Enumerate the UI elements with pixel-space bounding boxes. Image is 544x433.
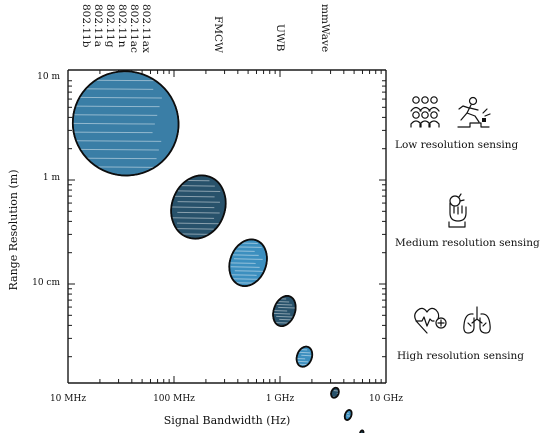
tech-label-80211ac: 802.11ac <box>128 4 140 53</box>
technology-labels: 802.11b 802.11a 802.11g 802.11n 802.11ac… <box>80 4 331 53</box>
region-ellipse-outline <box>272 295 297 327</box>
tech-label-80211g: 802.11g <box>104 4 116 48</box>
high-resolution-group: High resolution sensing <box>397 306 524 362</box>
y-tick-labels: 10 m 1 m 10 cm <box>32 72 60 288</box>
region-ellipse-6 <box>329 386 341 399</box>
y-axis-title: Range Resolution (m) <box>7 169 20 290</box>
region-ellipse-outline <box>228 238 268 287</box>
x-tick-label-10mhz: 10 MHz <box>50 394 86 404</box>
heart-rate-icon <box>414 307 447 334</box>
tech-label-mmwave: mmWave <box>319 4 331 52</box>
region-ellipse-2 <box>167 174 227 240</box>
region-ellipse-8 <box>359 429 365 433</box>
region-ellipse-outline <box>170 174 227 240</box>
region-ellipse-outline <box>330 386 340 399</box>
low-resolution-label: Low resolution sensing <box>395 139 519 151</box>
x-tick-label-1ghz: 1 GHz <box>266 394 295 404</box>
low-resolution-group: Low resolution sensing <box>395 96 519 151</box>
hand-gesture-icon <box>448 193 467 228</box>
region-ellipse-5 <box>293 345 314 368</box>
tech-label-80211b: 802.11b <box>80 4 92 48</box>
x-tick-labels: 10 MHz 100 MHz 1 GHz 10 GHz <box>50 394 403 404</box>
crowd-icon <box>410 96 440 128</box>
tech-label-fmcw: FMCW <box>212 16 224 53</box>
tech-label-uwb: UWB <box>274 24 286 52</box>
tech-label-80211a: 802.11a <box>92 4 104 47</box>
region-ellipse-outline <box>359 429 365 433</box>
tech-label-80211ax: 802.11ax <box>140 4 152 53</box>
region-ellipse-1 <box>67 70 180 177</box>
x-tick-label-10ghz: 10 GHz <box>369 394 403 404</box>
lungs-icon <box>463 306 491 334</box>
medium-resolution-label: Medium resolution sensing <box>395 237 540 249</box>
region-ellipse-outline <box>343 409 353 421</box>
x-tick-label-100mhz: 100 MHz <box>153 394 195 404</box>
region-ellipse-3 <box>225 238 268 287</box>
x-axis-title: Signal Bandwidth (Hz) <box>164 414 290 427</box>
y-tick-label-10m: 10 m <box>37 72 60 82</box>
fall-detection-icon <box>457 96 491 128</box>
plot-frame <box>67 69 387 384</box>
high-resolution-label: High resolution sensing <box>397 350 524 362</box>
y-tick-label-10cm: 10 cm <box>32 278 60 288</box>
resolution-regions <box>67 70 365 433</box>
medium-resolution-group: Medium resolution sensing <box>395 193 540 249</box>
region-ellipse-outline <box>71 70 180 177</box>
region-ellipse-4 <box>269 294 297 327</box>
region-ellipse-outline <box>295 345 314 368</box>
region-ellipse-7 <box>343 409 353 421</box>
y-tick-label-1m: 1 m <box>43 173 61 183</box>
tech-label-80211n: 802.11n <box>116 4 128 48</box>
axis-ticks <box>67 70 387 383</box>
